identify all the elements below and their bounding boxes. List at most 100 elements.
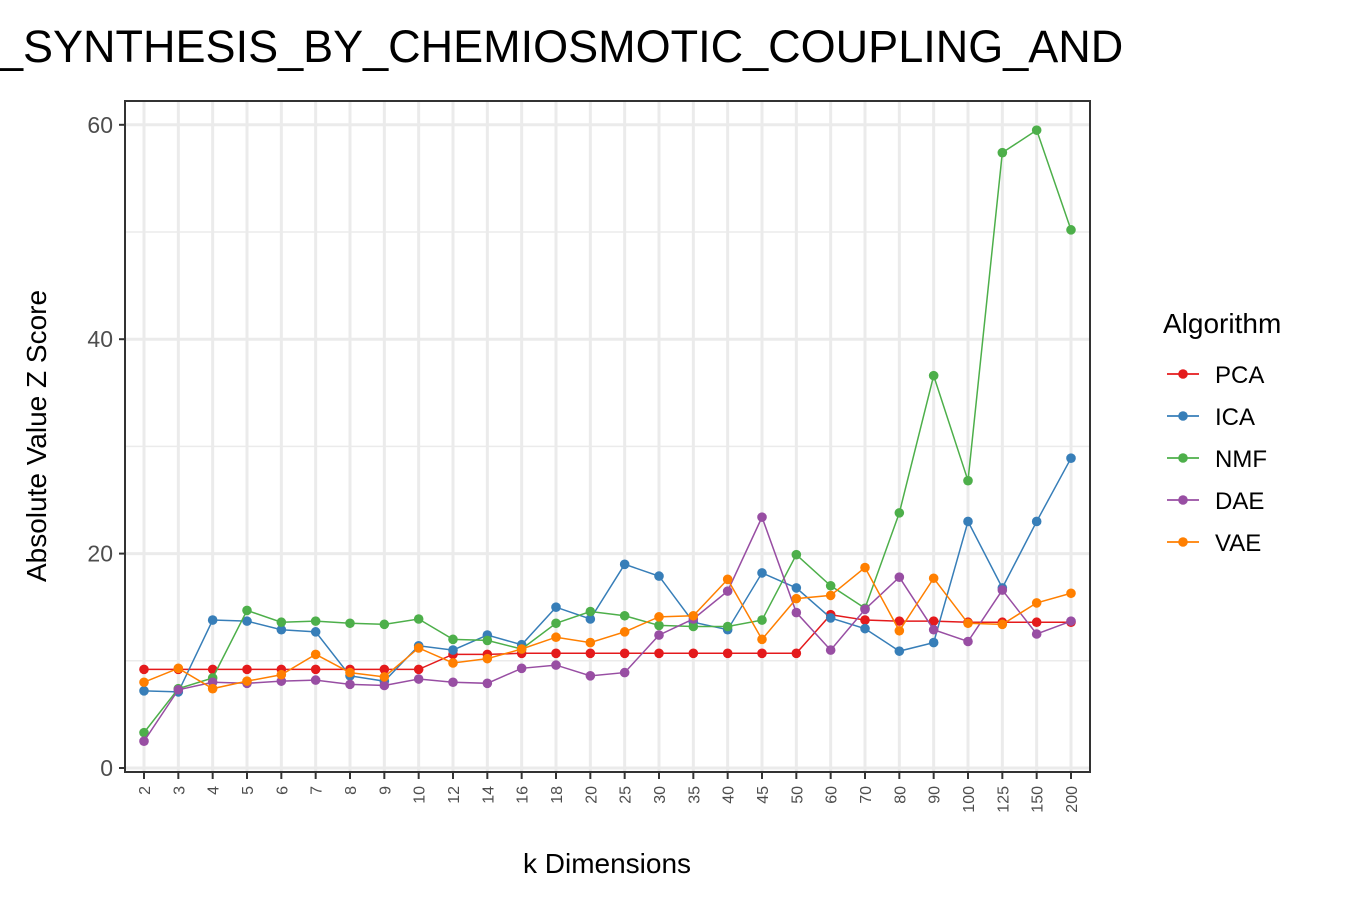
data-point-nmf — [894, 508, 905, 518]
data-point-nmf — [379, 619, 390, 630]
data-point-dae — [894, 572, 905, 582]
data-point-ica — [585, 614, 596, 624]
x-tick-label: 125 — [995, 786, 1012, 813]
data-point-vae — [276, 669, 287, 680]
data-point-ica — [1031, 516, 1042, 527]
data-point-pca — [413, 664, 424, 675]
y-tick-label: 40 — [87, 326, 113, 352]
x-tick-label: 45 — [755, 786, 772, 804]
data-point-dae — [654, 630, 664, 640]
data-point-vae — [139, 677, 149, 688]
data-point-vae — [791, 593, 802, 604]
data-point-vae — [448, 658, 458, 668]
data-point-vae — [516, 644, 527, 654]
data-point-nmf — [551, 618, 561, 629]
x-tick-label: 14 — [480, 786, 497, 804]
data-point-ica — [207, 615, 218, 625]
series-line-nmf — [143, 129, 1072, 734]
data-point-pca — [757, 648, 767, 659]
data-point-vae — [928, 573, 939, 584]
data-point-pca — [310, 664, 321, 675]
x-axis-title: k Dimensions — [523, 848, 691, 879]
data-point-dae — [516, 663, 527, 674]
data-point-vae — [585, 637, 596, 648]
data-point-pca — [654, 648, 664, 659]
data-point-nmf — [688, 621, 699, 632]
x-tick-label: 200 — [1064, 786, 1081, 813]
data-point-vae — [963, 618, 973, 629]
legend-title: Algorithm — [1163, 308, 1281, 339]
data-point-vae — [654, 612, 664, 622]
data-point-ica — [860, 623, 870, 634]
series — [139, 125, 1076, 746]
data-point-pca — [791, 648, 802, 659]
y-tick-label: 60 — [87, 112, 113, 138]
legend: Algorithm PCA ICA NMF DAE VAE — [1163, 308, 1281, 557]
x-tick-label: 90 — [927, 786, 944, 804]
data-point-nmf — [276, 617, 287, 628]
data-point-pca — [894, 616, 905, 626]
data-point-nmf — [242, 605, 252, 616]
legend-item-dae: DAE — [1167, 488, 1264, 515]
data-point-dae — [1031, 629, 1042, 639]
x-tick-label: 100 — [961, 786, 978, 813]
legend-item-nmf: NMF — [1167, 446, 1267, 473]
data-point-dae — [722, 586, 733, 596]
data-point-vae — [894, 625, 905, 636]
series-line-vae — [143, 566, 1072, 690]
data-point-pca — [619, 648, 630, 659]
data-point-nmf — [413, 614, 424, 624]
x-tick-label: 7 — [309, 786, 326, 795]
x-tick-label: 25 — [618, 786, 635, 804]
data-point-nmf — [585, 606, 596, 617]
data-point-nmf — [963, 475, 973, 486]
data-point-pca — [1031, 617, 1042, 628]
data-point-vae — [757, 634, 767, 645]
legend-key-point — [1178, 411, 1188, 421]
data-point-dae — [585, 671, 596, 681]
data-point-pca — [928, 616, 939, 626]
data-point-pca — [722, 648, 733, 659]
data-point-dae — [860, 604, 870, 615]
data-point-vae — [860, 562, 870, 573]
data-point-nmf — [722, 621, 733, 632]
data-point-ica — [654, 571, 664, 581]
data-point-pca — [139, 664, 149, 675]
data-point-dae — [791, 607, 802, 618]
data-point-ica — [928, 637, 939, 648]
data-point-nmf — [345, 618, 355, 629]
data-point-vae — [242, 676, 252, 686]
data-point-ica — [139, 686, 149, 696]
data-point-vae — [551, 632, 561, 643]
x-tick-label: 150 — [1030, 786, 1047, 813]
data-point-ica — [276, 624, 287, 635]
legend-key-point — [1178, 453, 1188, 463]
data-point-ica — [448, 645, 458, 655]
y-tick-label: 20 — [87, 541, 113, 567]
legend-label: DAE — [1215, 488, 1264, 515]
data-point-dae — [757, 512, 767, 522]
x-tick-label: 3 — [171, 786, 188, 795]
data-point-ica — [619, 559, 630, 570]
data-point-dae — [310, 675, 321, 685]
data-point-nmf — [619, 610, 630, 621]
x-tick-label: 30 — [652, 786, 669, 804]
data-point-pca — [379, 664, 390, 675]
data-point-nmf — [757, 615, 767, 625]
data-point-nmf — [1066, 225, 1076, 235]
data-point-vae — [482, 653, 493, 664]
legend-key-point — [1178, 537, 1188, 547]
data-point-nmf — [448, 634, 458, 645]
series-nmf — [139, 125, 1076, 738]
data-point-nmf — [997, 147, 1008, 158]
x-tick-label: 70 — [858, 786, 875, 804]
series-dae — [139, 512, 1076, 746]
data-point-pca — [860, 615, 870, 625]
legend-item-vae: VAE — [1167, 530, 1261, 557]
data-point-pca — [585, 648, 596, 659]
data-point-dae — [619, 667, 630, 678]
data-point-vae — [379, 672, 390, 682]
x-tick-label: 4 — [206, 786, 223, 795]
